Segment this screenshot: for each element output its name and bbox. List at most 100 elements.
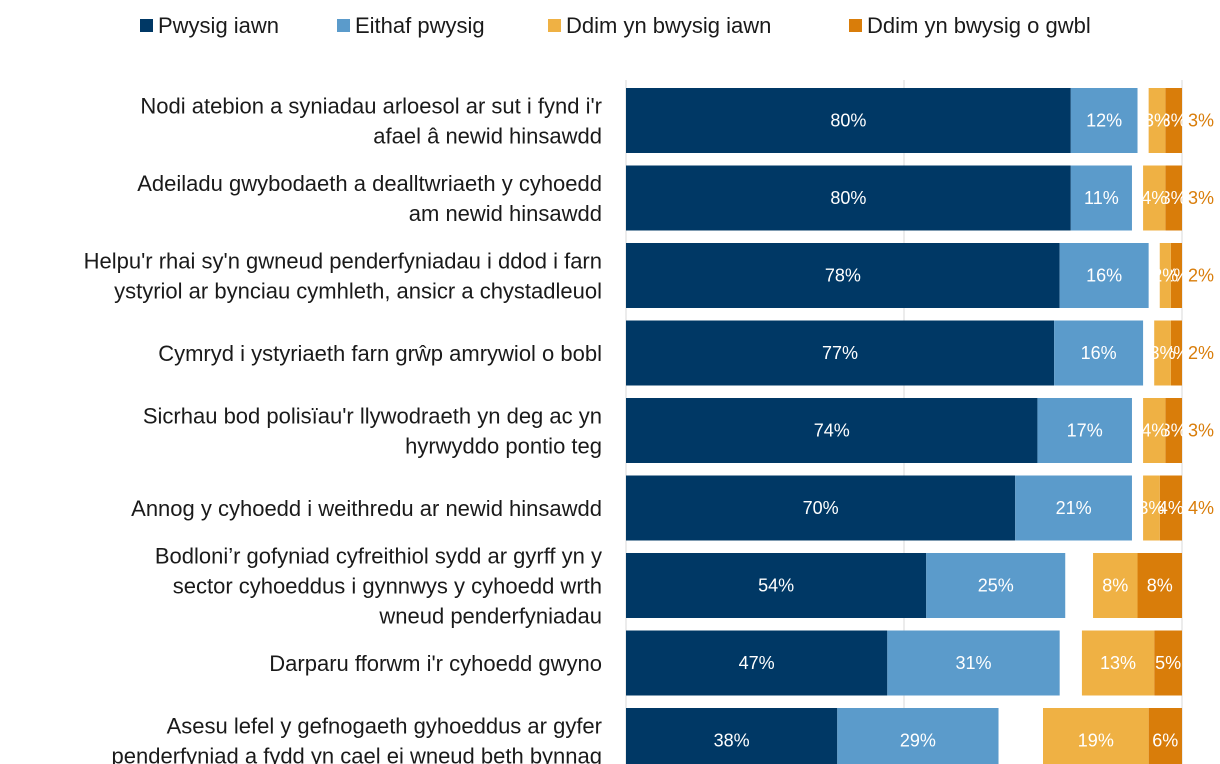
bar-segment bbox=[1143, 475, 1160, 541]
data-label: 8% bbox=[1147, 576, 1173, 596]
legend-label: Ddim yn bwysig iawn bbox=[566, 13, 771, 38]
bar-segment bbox=[1159, 243, 1171, 308]
bar-segment bbox=[1093, 553, 1138, 618]
legend-swatch bbox=[140, 19, 153, 32]
data-label: 4% bbox=[1158, 498, 1184, 518]
data-label: 78% bbox=[825, 266, 861, 286]
outside-data-label: 2% bbox=[1188, 266, 1214, 286]
data-label: 11% bbox=[1084, 188, 1119, 208]
data-label: 12% bbox=[1086, 111, 1122, 131]
data-label: 19% bbox=[1078, 731, 1114, 751]
bar-segment bbox=[1148, 708, 1182, 764]
bar-segment bbox=[1154, 630, 1182, 696]
category-labels: Nodi atebion a syniadau arloesol ar sut … bbox=[84, 94, 602, 764]
bar-segment bbox=[1159, 475, 1182, 541]
data-label: 74% bbox=[814, 421, 850, 441]
category-label: hyrwyddo pontio teg bbox=[405, 434, 602, 459]
data-label: 4% bbox=[1141, 421, 1167, 441]
legend-swatch bbox=[337, 19, 350, 32]
data-label: 21% bbox=[1056, 498, 1092, 518]
category-label: afael â newid hinsawdd bbox=[373, 124, 602, 149]
data-label: 3% bbox=[1161, 188, 1187, 208]
bar-segment bbox=[1143, 398, 1166, 463]
legend-swatch bbox=[548, 19, 561, 32]
data-label: 6% bbox=[1152, 731, 1178, 751]
bar-segment bbox=[626, 553, 927, 618]
outside-data-label: 4% bbox=[1188, 498, 1214, 518]
data-label: 70% bbox=[803, 498, 839, 518]
category-label: Asesu lefel y gefnogaeth gyhoeddus ar gy… bbox=[167, 714, 602, 739]
data-label: 38% bbox=[714, 731, 750, 751]
bar-segment bbox=[837, 708, 999, 764]
bar-segment bbox=[1070, 165, 1132, 231]
category-label: Sicrhau bod polisïau'r llywodraeth yn de… bbox=[143, 404, 602, 429]
legend-swatch bbox=[849, 19, 862, 32]
data-label: 3% bbox=[1144, 111, 1170, 131]
bar-segment bbox=[626, 88, 1071, 153]
legend-label: Pwysig iawn bbox=[158, 13, 279, 38]
bar-segment bbox=[626, 398, 1038, 463]
legend-label: Eithaf pwysig bbox=[355, 13, 485, 38]
category-label: ystyriol ar bynciau cymhleth, ansicr a c… bbox=[114, 279, 602, 304]
bar-segment bbox=[1137, 553, 1182, 618]
bar-segment bbox=[1015, 475, 1132, 541]
bar-segment bbox=[1054, 320, 1144, 386]
category-label: Nodi atebion a syniadau arloesol ar sut … bbox=[140, 94, 602, 119]
bar-segment bbox=[626, 475, 1016, 541]
data-label: 25% bbox=[978, 576, 1014, 596]
bars: 80% 12% 3%3% 3%80% 11% 3%4% 3%78% 16% 2%2% 2%77% 1… bbox=[626, 88, 1214, 764]
bar-segment bbox=[1043, 708, 1149, 764]
data-label: 2% bbox=[1152, 266, 1178, 286]
bar-segment bbox=[1170, 243, 1182, 308]
data-label: 3% bbox=[1138, 498, 1164, 518]
category-label: Darparu fforwm i'r cyhoedd gwyno bbox=[269, 651, 602, 676]
category-label: Adeiladu gwybodaeth a dealltwriaeth y cy… bbox=[137, 171, 602, 196]
data-label: 17% bbox=[1067, 421, 1103, 441]
category-label: Bodloni’r gofyniad cyfreithiol sydd ar g… bbox=[155, 544, 602, 569]
bar-segment bbox=[626, 243, 1060, 308]
data-label: 16% bbox=[1081, 343, 1117, 363]
bar-segment bbox=[626, 165, 1071, 231]
legend: Pwysig iawn Eithaf pwysig Ddim yn bwysig i… bbox=[140, 13, 1091, 38]
category-label: sector cyhoeddus i gynnwys y cyhoedd wrt… bbox=[173, 574, 602, 599]
outside-data-label: 3% bbox=[1188, 111, 1214, 131]
outside-data-label: 3% bbox=[1188, 188, 1214, 208]
bar-segment bbox=[1165, 165, 1182, 231]
data-label: 80% bbox=[830, 188, 866, 208]
category-label: Helpu'r rhai sy'n gwneud penderfyniadau … bbox=[84, 249, 602, 274]
data-label: 4% bbox=[1141, 188, 1167, 208]
bar-segment bbox=[1143, 165, 1166, 231]
data-label: 3% bbox=[1161, 111, 1187, 131]
data-label: 54% bbox=[758, 576, 794, 596]
data-label: 3% bbox=[1150, 343, 1176, 363]
bar-segment bbox=[1037, 398, 1132, 463]
category-label: am newid hinsawdd bbox=[409, 201, 602, 226]
bar-segment bbox=[926, 553, 1066, 618]
legend-label: Ddim yn bwysig o gwbl bbox=[867, 13, 1091, 38]
data-label: 47% bbox=[739, 653, 775, 673]
category-label: penderfyniad a fydd yn cael ei wneud bet… bbox=[112, 744, 602, 764]
bar-segment bbox=[626, 630, 888, 696]
bar-segment bbox=[1081, 630, 1155, 696]
bar-segment bbox=[1165, 88, 1182, 153]
category-label: Annog y cyhoedd i weithredu ar newid hin… bbox=[131, 496, 602, 521]
bar-segment bbox=[887, 630, 1060, 696]
data-label: 29% bbox=[900, 731, 936, 751]
outside-data-label: 3% bbox=[1188, 421, 1214, 441]
data-label: 3% bbox=[1161, 421, 1187, 441]
data-label: 77% bbox=[822, 343, 858, 363]
category-label: Cymryd i ystyriaeth farn grŵp amrywiol o… bbox=[158, 341, 602, 366]
data-label: 16% bbox=[1086, 266, 1122, 286]
bar-segment bbox=[1154, 320, 1171, 386]
bar-segment bbox=[1059, 243, 1149, 308]
bar-segment bbox=[1070, 88, 1138, 153]
bar-segment bbox=[1165, 398, 1182, 463]
data-label: 8% bbox=[1102, 576, 1128, 596]
data-label: 80% bbox=[830, 111, 866, 131]
data-label: 31% bbox=[955, 653, 991, 673]
bar-segment bbox=[626, 320, 1055, 386]
data-label: 13% bbox=[1100, 653, 1136, 673]
bar-segment bbox=[1170, 320, 1182, 386]
outside-data-label: 2% bbox=[1188, 343, 1214, 363]
